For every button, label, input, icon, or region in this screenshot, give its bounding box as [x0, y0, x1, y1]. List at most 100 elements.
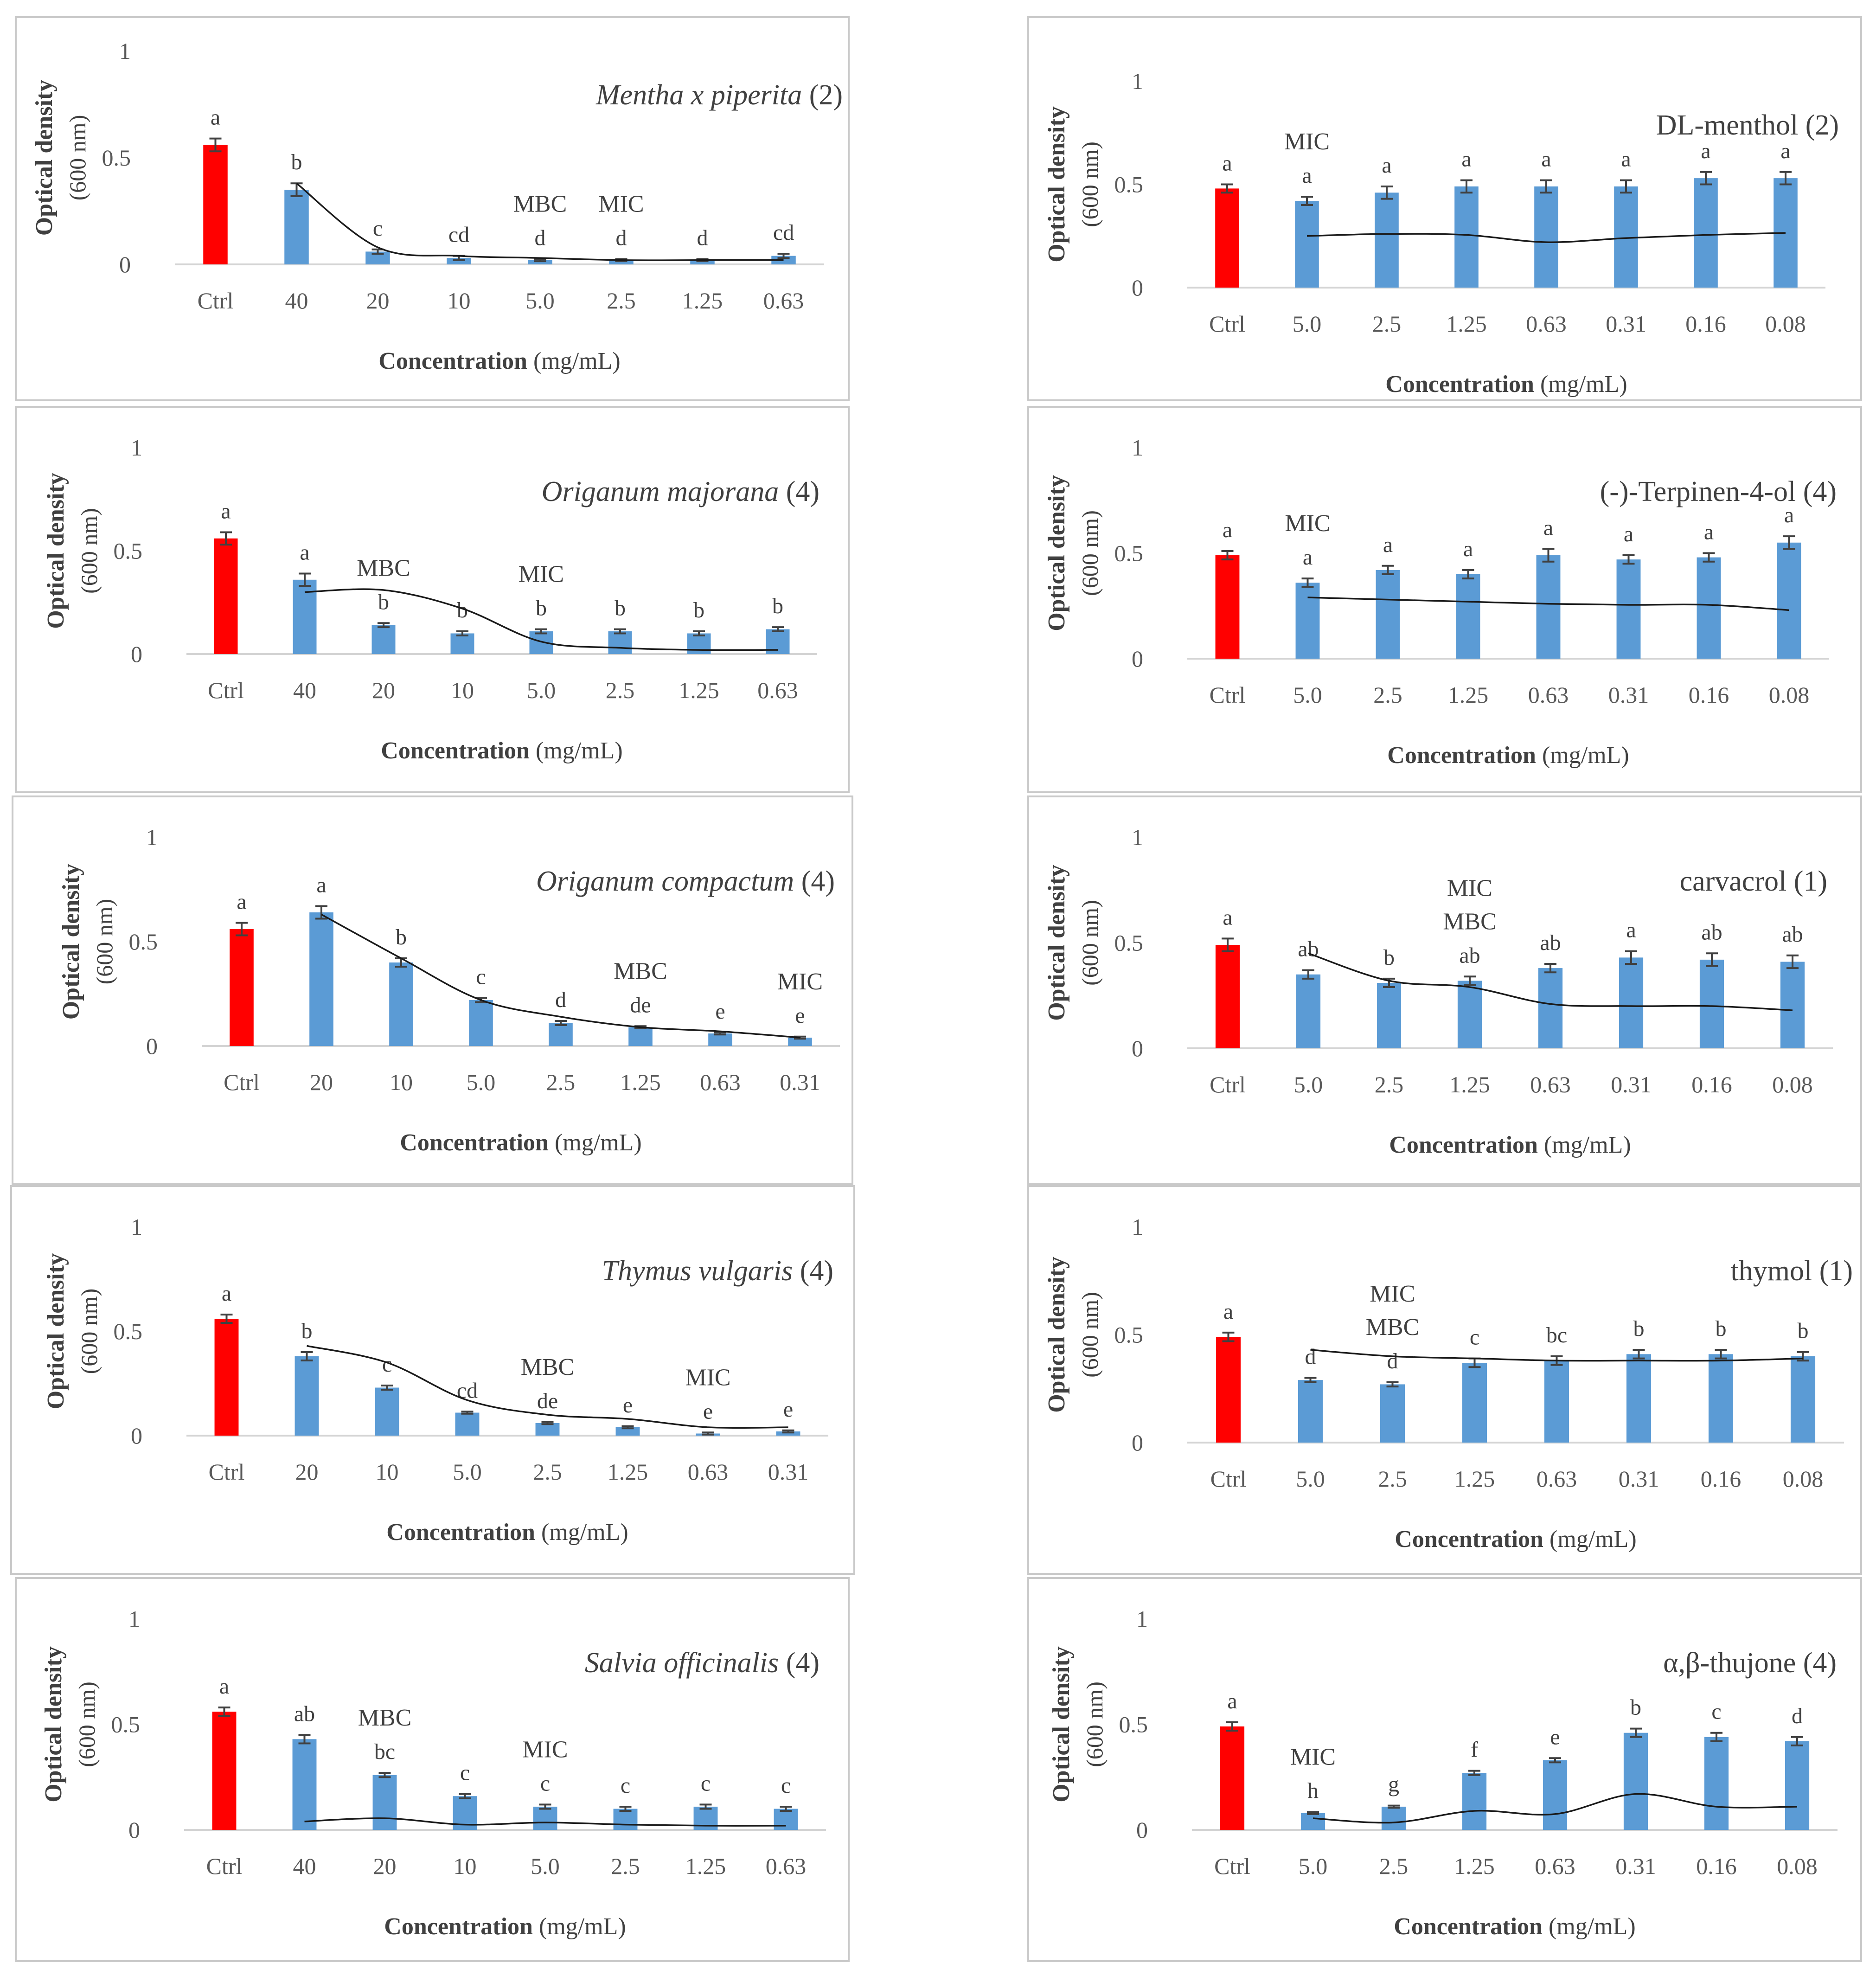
bar-control	[212, 1712, 237, 1830]
significance-letter: a	[1463, 537, 1473, 561]
error-bar	[619, 1805, 632, 1812]
x-tick-label: 0.63	[763, 288, 804, 314]
bar-treatment	[687, 633, 711, 654]
bar-treatment	[450, 633, 474, 654]
error-bar	[1468, 1770, 1480, 1776]
error-bar	[1620, 179, 1632, 194]
error-bar	[220, 1314, 233, 1324]
x-tick-label: 0.31	[1611, 1071, 1652, 1097]
significance-letter: c	[476, 965, 486, 989]
significance-letter: a	[1624, 522, 1633, 546]
bar-treatment	[1785, 1741, 1810, 1830]
significance-letter: a	[1223, 1299, 1233, 1324]
x-tick-label: Ctrl	[1210, 682, 1246, 708]
y-axis-label-main: Optical density	[31, 80, 58, 236]
error-bar	[1304, 1377, 1317, 1383]
y-axis-label-unit: (600 nm)	[1082, 1681, 1108, 1767]
error-bar	[378, 1772, 391, 1778]
error-bar	[1706, 952, 1718, 967]
threshold-label-mbc: MBC	[1443, 908, 1497, 935]
error-bar	[378, 622, 390, 629]
significance-letter: c	[382, 1352, 392, 1377]
bar-treatment	[295, 1356, 319, 1436]
error-bar	[1301, 577, 1314, 588]
bar-treatment	[615, 1427, 640, 1436]
significance-letter: e	[715, 999, 725, 1024]
y-tick-label: 0	[131, 641, 142, 667]
x-axis-label-unit: (mg/mL)	[1543, 1913, 1636, 1940]
x-tick-label: 40	[293, 1853, 316, 1879]
y-axis-label-unit: (600 nm)	[64, 115, 90, 201]
x-axis-label: Concentration (mg/mL)	[400, 1129, 641, 1156]
bar-treatment	[447, 258, 471, 264]
bar-treatment	[788, 1038, 812, 1046]
significance-letter: a	[1621, 147, 1631, 172]
significance-letter: d	[1792, 1704, 1803, 1728]
bar-treatment	[1543, 1760, 1568, 1830]
y-tick-label: 0	[128, 1817, 140, 1843]
bar-treatment	[1619, 957, 1644, 1048]
x-axis-label: Concentration (mg/mL)	[1387, 742, 1629, 769]
significance-letter: c	[621, 1773, 630, 1798]
x-tick-label: 0.31	[768, 1459, 809, 1485]
y-tick-label: 0	[1132, 1035, 1143, 1061]
y-tick-label: 0.5	[1114, 1322, 1144, 1348]
significance-letter: cd	[448, 223, 469, 247]
y-axis-label-main: Optical density	[1044, 865, 1070, 1021]
x-tick-label: 0.08	[1769, 682, 1810, 708]
error-bar	[381, 1385, 393, 1391]
y-tick-label: 0	[1132, 275, 1143, 301]
trend-line	[1307, 597, 1789, 611]
significance-letter: b	[615, 596, 626, 621]
significance-letter: b	[536, 596, 547, 621]
y-axis-label: Optical density (600 nm)	[31, 80, 90, 236]
x-tick-label: 1.25	[682, 288, 723, 314]
x-tick-label: 1.25	[1446, 311, 1487, 337]
error-bar	[693, 630, 705, 636]
panel-frame	[15, 16, 850, 401]
x-tick-label: 10	[376, 1459, 399, 1485]
x-axis-label-main: Concentration	[1394, 1913, 1543, 1940]
significance-letter: b	[693, 598, 704, 622]
chart-title: carvacrol (1)	[1680, 866, 1827, 897]
significance-letter: a	[1223, 518, 1232, 542]
x-tick-label: 2.5	[1375, 1071, 1404, 1097]
significance-letter: e	[795, 1003, 805, 1028]
error-bar	[456, 630, 468, 636]
y-axis-label-unit: (600 nm)	[76, 508, 102, 594]
significance-letter: de	[537, 1389, 558, 1413]
error-bar	[777, 253, 790, 259]
bar-treatment	[549, 1023, 573, 1046]
error-bar	[1542, 548, 1555, 563]
significance-letter: e	[703, 1399, 713, 1424]
x-axis-label-main: Concentration	[386, 1519, 535, 1546]
threshold-label-mbc: MBC	[513, 191, 567, 218]
bar-treatment	[1376, 570, 1400, 659]
x-tick-label: 1.25	[679, 677, 719, 703]
trend-line	[1310, 1349, 1803, 1362]
significance-letter: ab	[1540, 930, 1561, 955]
chart-title: Mentha x piperita (2)	[595, 79, 843, 111]
significance-letter: a	[1701, 139, 1710, 163]
significance-letter: a	[1541, 147, 1551, 172]
y-tick-label: 1	[128, 1606, 140, 1632]
x-axis-label: Concentration (mg/mL)	[1385, 371, 1627, 398]
y-tick-label: 0	[131, 1423, 142, 1449]
significance-letter: c	[1711, 1700, 1721, 1724]
error-bar	[1710, 1732, 1722, 1742]
panel-frame	[1027, 1577, 1862, 1962]
x-tick-label: 5.0	[467, 1069, 496, 1095]
x-tick-label: 0.63	[757, 677, 798, 703]
significance-letter: a	[1543, 515, 1553, 540]
y-tick-label: 0.5	[114, 538, 143, 564]
error-bar	[1633, 1349, 1645, 1360]
y-tick-label: 1	[146, 824, 158, 850]
x-tick-label: 10	[390, 1069, 413, 1095]
significance-letter: b	[1716, 1316, 1727, 1341]
x-axis-label-unit: (mg/mL)	[533, 1913, 626, 1940]
y-tick-label: 0.5	[129, 929, 158, 955]
significance-letter: a	[219, 1674, 229, 1699]
error-bar	[1630, 1727, 1642, 1738]
x-tick-label: Ctrl	[206, 1853, 243, 1879]
significance-letter: d	[1387, 1349, 1398, 1373]
